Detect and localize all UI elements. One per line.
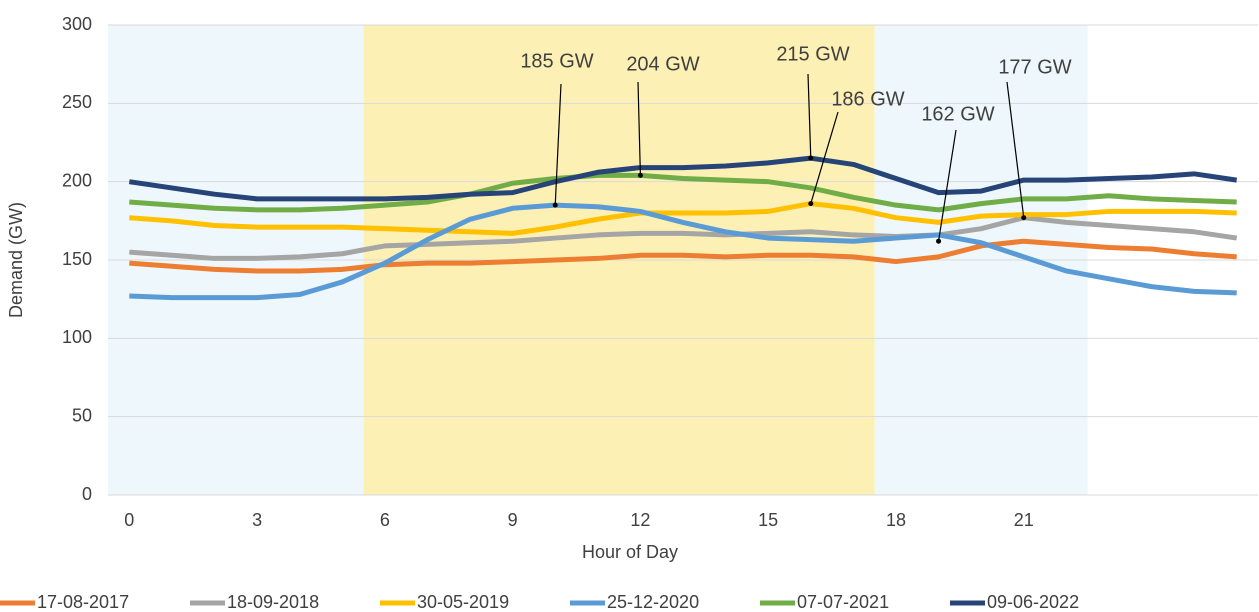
series-line bbox=[129, 202, 1237, 301]
annotation-label: 185 GW bbox=[520, 50, 593, 72]
y-axis-label: Demand (GW) bbox=[6, 202, 26, 318]
annotation-label: 215 GW bbox=[776, 43, 849, 65]
legend-label: 09-06-2022 bbox=[987, 592, 1079, 612]
y-tick-label: 50 bbox=[72, 405, 92, 425]
annotation-leader bbox=[554, 83, 562, 206]
annotation-label: 186 GW bbox=[831, 88, 904, 110]
y-tick-label: 200 bbox=[62, 170, 92, 190]
annotation-leader bbox=[1006, 81, 1025, 218]
x-tick-label: 12 bbox=[630, 510, 650, 530]
legend-label: 30-05-2019 bbox=[417, 592, 509, 612]
annotation-point bbox=[1021, 215, 1027, 221]
annotation-label: 177 GW bbox=[998, 56, 1071, 78]
series-line bbox=[128, 155, 1238, 202]
x-tick-label: 21 bbox=[1014, 510, 1034, 530]
x-tick-label: 0 bbox=[124, 510, 134, 530]
y-tick-label: 0 bbox=[82, 484, 92, 504]
legend-label: 18-09-2018 bbox=[227, 592, 319, 612]
annotation-point bbox=[808, 155, 814, 161]
x-tick-label: 9 bbox=[508, 510, 518, 530]
annotation-leader bbox=[807, 73, 812, 159]
annotation-leader bbox=[637, 81, 642, 176]
x-tick-label: 3 bbox=[252, 510, 262, 530]
annotation-label: 204 GW bbox=[626, 53, 699, 75]
annotation-point bbox=[936, 238, 942, 244]
annotation-label: 162 GW bbox=[921, 103, 994, 125]
legend-label: 25-12-2020 bbox=[607, 592, 699, 612]
series-line bbox=[129, 215, 1238, 261]
annotation-leader bbox=[810, 111, 839, 204]
x-tick-label: 18 bbox=[886, 510, 906, 530]
x-tick-label: 6 bbox=[380, 510, 390, 530]
annotation-leader bbox=[937, 129, 957, 242]
annotation-point bbox=[808, 201, 814, 207]
legend-label: 07-07-2021 bbox=[797, 592, 889, 612]
y-tick-label: 250 bbox=[62, 92, 92, 112]
x-tick-label: 15 bbox=[758, 510, 778, 530]
x-axis-label: Hour of Day bbox=[582, 542, 678, 562]
series-line bbox=[129, 201, 1237, 236]
series-line bbox=[129, 238, 1237, 274]
y-tick-label: 150 bbox=[62, 249, 92, 269]
y-tick-label: 100 bbox=[62, 327, 92, 347]
series-line bbox=[129, 172, 1237, 213]
y-tick-label: 300 bbox=[62, 14, 92, 34]
annotation-point bbox=[552, 202, 558, 208]
annotation-point bbox=[637, 172, 643, 178]
legend-label: 17-08-2017 bbox=[37, 592, 129, 612]
